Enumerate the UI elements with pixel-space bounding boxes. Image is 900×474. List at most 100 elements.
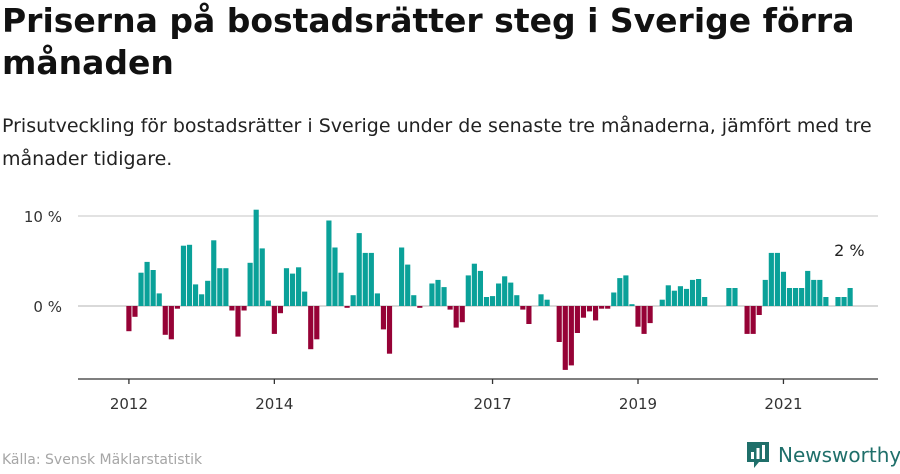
x-tick-label: 2021 (764, 395, 802, 413)
bar-2019-02 (641, 306, 647, 334)
bars (126, 209, 853, 370)
bar-2018-10 (617, 278, 623, 306)
bar-2013-01 (199, 294, 205, 306)
bar-2016-09 (465, 275, 471, 306)
bar-2021-08 (823, 297, 829, 306)
y-tick-label: 10 % (24, 208, 62, 226)
bar-2016-04 (435, 279, 441, 306)
bar-2018-09 (611, 292, 617, 306)
x-tick-label: 2014 (255, 395, 293, 413)
bar-2015-11 (405, 264, 411, 306)
bar-2012-07 (162, 306, 168, 335)
bar-2014-11 (332, 247, 338, 306)
bar-2017-10 (544, 299, 550, 306)
bar-2017-07 (526, 306, 532, 324)
bar-2013-05 (223, 268, 229, 306)
bar-2018-03 (574, 306, 580, 333)
bar-2013-02 (205, 280, 211, 306)
bar-2015-03 (356, 233, 362, 306)
bar-2021-12 (847, 288, 853, 306)
bar-2018-04 (580, 306, 587, 318)
bar-2016-01 (417, 306, 423, 308)
last-value-label: 2 % (834, 241, 864, 260)
bar-2013-04 (217, 268, 223, 306)
bar-2014-03 (283, 268, 290, 306)
x-tick-label: 2012 (110, 395, 148, 413)
bar-2018-05 (586, 306, 593, 312)
bar-2018-07 (599, 306, 605, 309)
bar-2017-12 (556, 306, 562, 342)
bar-2014-01 (271, 306, 277, 334)
bar-2015-12 (411, 295, 417, 306)
bar-2019-05 (659, 299, 665, 306)
bar-2013-11 (259, 248, 265, 306)
bar-2014-06 (302, 291, 308, 306)
bar-2017-09 (538, 294, 544, 306)
brand-name: Newsworthy (778, 443, 900, 467)
bar-2018-11 (623, 275, 629, 306)
bar-2017-06 (520, 306, 526, 310)
bar-2012-06 (156, 293, 162, 306)
bar-2013-10 (253, 209, 259, 306)
bar-2012-05 (150, 270, 156, 306)
bar-2015-02 (350, 295, 356, 306)
bar-2019-06 (665, 285, 671, 306)
bar-2021-05 (805, 270, 811, 306)
bar-2018-01 (562, 306, 568, 370)
x-tick-label: 2019 (619, 395, 657, 413)
bar-2020-09 (756, 306, 762, 315)
bar-2020-12 (774, 252, 780, 306)
price-change-bar-chart: 2012 2014 2017 2019 2021 0 % 10 % 2 % (24, 208, 878, 413)
bar-2017-01 (489, 296, 496, 306)
bar-2015-05 (368, 252, 374, 306)
bar-2016-03 (429, 283, 435, 306)
bar-2016-07 (453, 306, 459, 328)
bar-2013-09 (247, 262, 253, 306)
bar-2016-06 (447, 306, 453, 310)
bar-2013-08 (241, 306, 247, 311)
chart-title: Priserna på bostadsrätter steg i Sverige… (2, 1, 855, 82)
bar-2021-04 (799, 288, 805, 306)
bar-2013-12 (265, 300, 271, 306)
brand[interactable]: Newsworthy (745, 440, 900, 470)
bar-2012-02 (132, 306, 138, 317)
bar-2018-06 (592, 306, 599, 321)
newsworthy-logo-icon (747, 442, 769, 468)
bar-2014-04 (289, 273, 296, 306)
bar-2013-03 (211, 240, 217, 306)
bar-2020-05 (732, 288, 738, 306)
bar-2019-11 (696, 279, 702, 306)
bar-2018-12 (629, 304, 635, 306)
bar-2016-08 (459, 306, 465, 323)
bar-2021-10 (835, 297, 841, 306)
bar-2012-01 (126, 306, 132, 332)
bar-2021-07 (817, 279, 823, 306)
bar-2021-11 (841, 297, 847, 306)
bar-2019-12 (702, 297, 708, 306)
bar-2019-01 (635, 306, 641, 327)
bar-2014-02 (277, 306, 284, 314)
bar-2020-08 (750, 306, 756, 334)
bar-2021-03 (792, 288, 799, 306)
bar-2020-10 (762, 279, 768, 306)
bar-2018-02 (568, 306, 574, 366)
bar-2020-07 (744, 306, 750, 334)
bar-2017-03 (502, 276, 508, 306)
bar-2015-01 (344, 306, 350, 308)
bar-2014-12 (338, 272, 344, 306)
bar-2019-09 (683, 288, 690, 306)
bar-2016-05 (441, 287, 447, 306)
bar-2012-11 (186, 244, 193, 306)
bar-2012-04 (144, 261, 150, 306)
bar-2021-06 (811, 279, 817, 306)
y-tick-label: 0 % (33, 298, 62, 316)
y-axis-labels: 0 % 10 % (24, 208, 62, 316)
bar-2017-05 (514, 295, 520, 306)
bar-2017-04 (508, 282, 514, 306)
x-tick-label: 2017 (473, 395, 511, 413)
bar-2015-07 (380, 306, 387, 330)
bar-2019-10 (689, 279, 696, 306)
bar-2017-02 (496, 283, 502, 306)
bar-2015-08 (386, 306, 393, 354)
bar-2018-08 (605, 306, 611, 309)
